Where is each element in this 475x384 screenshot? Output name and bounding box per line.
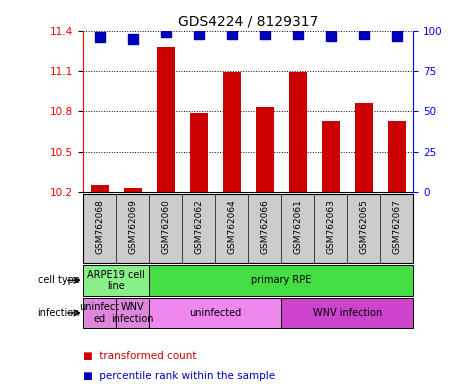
Bar <box>149 298 281 328</box>
Point <box>261 31 268 37</box>
Point <box>96 34 104 40</box>
Bar <box>83 298 116 328</box>
Text: GSM762062: GSM762062 <box>194 199 203 254</box>
Text: GSM762069: GSM762069 <box>128 199 137 254</box>
Title: GDS4224 / 8129317: GDS4224 / 8129317 <box>178 14 318 28</box>
Text: infection: infection <box>38 308 80 318</box>
Point <box>129 36 136 42</box>
Point <box>294 31 302 37</box>
Point <box>162 29 170 35</box>
Bar <box>322 121 340 192</box>
Bar <box>256 107 274 192</box>
Text: GSM762065: GSM762065 <box>359 199 368 254</box>
Bar <box>83 265 149 296</box>
Bar <box>388 121 406 192</box>
Text: uninfected: uninfected <box>189 308 241 318</box>
Bar <box>355 103 373 192</box>
Text: GSM762061: GSM762061 <box>293 199 302 254</box>
Text: GSM762068: GSM762068 <box>95 199 104 254</box>
Point <box>360 31 368 37</box>
Bar <box>124 188 142 192</box>
Bar <box>157 47 175 192</box>
Text: ■  percentile rank within the sample: ■ percentile rank within the sample <box>83 371 275 381</box>
Bar <box>289 72 307 192</box>
Text: primary RPE: primary RPE <box>251 275 312 285</box>
Bar <box>149 265 413 296</box>
Bar <box>116 298 149 328</box>
Point <box>393 33 400 39</box>
Text: ■  transformed count: ■ transformed count <box>83 351 197 361</box>
Bar <box>223 72 241 192</box>
Text: GSM762067: GSM762067 <box>392 199 401 254</box>
Text: GSM762066: GSM762066 <box>260 199 269 254</box>
Text: cell type: cell type <box>38 275 80 285</box>
Bar <box>281 298 413 328</box>
Point <box>195 31 202 37</box>
Text: GSM762064: GSM762064 <box>227 199 236 254</box>
Text: WNV infection: WNV infection <box>313 308 382 318</box>
Text: GSM762060: GSM762060 <box>161 199 170 254</box>
Point <box>228 31 236 37</box>
Text: ARPE19 cell
line: ARPE19 cell line <box>87 270 145 291</box>
Text: WNV
infection: WNV infection <box>112 302 154 324</box>
Bar <box>190 113 208 192</box>
Text: uninfect
ed: uninfect ed <box>80 302 120 324</box>
Bar <box>91 185 109 192</box>
Point <box>327 33 334 39</box>
Text: GSM762063: GSM762063 <box>326 199 335 254</box>
